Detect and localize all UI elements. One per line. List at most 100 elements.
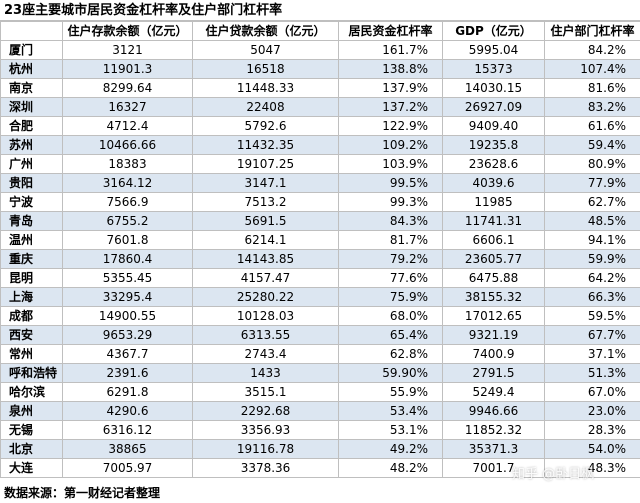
cell-deposit: 7005.97 bbox=[62, 458, 193, 478]
table-row: 深圳 16327 22408 137.2% 26927.09 83.2% bbox=[0, 97, 640, 117]
cell-city: 厦门 bbox=[0, 40, 63, 60]
cell-loan: 5691.5 bbox=[192, 211, 339, 231]
cell-household-leverage: 23.0% bbox=[544, 401, 640, 421]
cell-gdp: 11852.32 bbox=[442, 420, 545, 440]
cell-household-leverage: 77.9% bbox=[544, 173, 640, 193]
table-row: 杭州 11901.3 16518 138.8% 15373 107.4% bbox=[0, 59, 640, 79]
cell-gdp: 23628.6 bbox=[442, 154, 545, 174]
cell-fund-leverage: 103.9% bbox=[338, 154, 443, 174]
cell-household-leverage: 51.3% bbox=[544, 363, 640, 383]
cell-deposit: 16327 bbox=[62, 97, 193, 117]
cell-gdp: 9321.19 bbox=[442, 325, 545, 345]
cell-household-leverage: 59.4% bbox=[544, 135, 640, 155]
cell-city: 成都 bbox=[0, 306, 63, 326]
cell-fund-leverage: 138.8% bbox=[338, 59, 443, 79]
cell-household-leverage: 66.3% bbox=[544, 287, 640, 307]
cell-city: 深圳 bbox=[0, 97, 63, 117]
cell-gdp: 2791.5 bbox=[442, 363, 545, 383]
table-row: 上海 33295.4 25280.22 75.9% 38155.32 66.3% bbox=[0, 287, 640, 307]
cell-loan: 7513.2 bbox=[192, 192, 339, 212]
cell-gdp: 4039.6 bbox=[442, 173, 545, 193]
cell-fund-leverage: 59.90% bbox=[338, 363, 443, 383]
cell-deposit: 8299.64 bbox=[62, 78, 193, 98]
cell-household-leverage: 37.1% bbox=[544, 344, 640, 364]
cell-deposit: 5355.45 bbox=[62, 268, 193, 288]
cell-gdp: 7001.7 bbox=[442, 458, 545, 478]
cell-gdp: 9409.40 bbox=[442, 116, 545, 136]
table-row: 厦门 3121 5047 161.7% 5995.04 84.2% bbox=[0, 40, 640, 60]
cell-city: 北京 bbox=[0, 439, 63, 459]
cell-loan: 11432.35 bbox=[192, 135, 339, 155]
table-row: 南京 8299.64 11448.33 137.9% 14030.15 81.6% bbox=[0, 78, 640, 98]
header-gdp: GDP（亿元） bbox=[442, 21, 545, 41]
cell-household-leverage: 59.5% bbox=[544, 306, 640, 326]
cell-loan: 3378.36 bbox=[192, 458, 339, 478]
header-loan: 住户贷款余额（亿元） bbox=[192, 21, 339, 41]
cell-deposit: 4290.6 bbox=[62, 401, 193, 421]
cell-gdp: 14030.15 bbox=[442, 78, 545, 98]
cell-deposit: 7601.8 bbox=[62, 230, 193, 250]
cell-household-leverage: 28.3% bbox=[544, 420, 640, 440]
cell-loan: 6214.1 bbox=[192, 230, 339, 250]
cell-deposit: 6316.12 bbox=[62, 420, 193, 440]
cell-city: 常州 bbox=[0, 344, 63, 364]
cell-loan: 3356.93 bbox=[192, 420, 339, 440]
cell-city: 贵阳 bbox=[0, 173, 63, 193]
cell-loan: 16518 bbox=[192, 59, 339, 79]
cell-city: 苏州 bbox=[0, 135, 63, 155]
cell-gdp: 5249.4 bbox=[442, 382, 545, 402]
cell-city: 哈尔滨 bbox=[0, 382, 63, 402]
cell-gdp: 26927.09 bbox=[442, 97, 545, 117]
cell-loan: 5792.6 bbox=[192, 116, 339, 136]
table-header-row: 住户存款余额（亿元） 住户贷款余额（亿元） 居民资金杠杆率 GDP（亿元） 住户… bbox=[0, 21, 640, 41]
cell-city: 杭州 bbox=[0, 59, 63, 79]
cell-loan: 22408 bbox=[192, 97, 339, 117]
cell-loan: 6313.55 bbox=[192, 325, 339, 345]
cell-gdp: 19235.8 bbox=[442, 135, 545, 155]
cell-household-leverage: 59.9% bbox=[544, 249, 640, 269]
table-row: 西安 9653.29 6313.55 65.4% 9321.19 67.7% bbox=[0, 325, 640, 345]
cell-city: 重庆 bbox=[0, 249, 63, 269]
cell-loan: 5047 bbox=[192, 40, 339, 60]
cell-household-leverage: 61.6% bbox=[544, 116, 640, 136]
cell-city: 昆明 bbox=[0, 268, 63, 288]
cell-loan: 1433 bbox=[192, 363, 339, 383]
cell-city: 广州 bbox=[0, 154, 63, 174]
cell-loan: 4157.47 bbox=[192, 268, 339, 288]
cell-gdp: 11985 bbox=[442, 192, 545, 212]
cell-deposit: 3164.12 bbox=[62, 173, 193, 193]
cell-fund-leverage: 81.7% bbox=[338, 230, 443, 250]
cell-fund-leverage: 137.9% bbox=[338, 78, 443, 98]
cell-fund-leverage: 48.2% bbox=[338, 458, 443, 478]
cell-household-leverage: 107.4% bbox=[544, 59, 640, 79]
cell-fund-leverage: 77.6% bbox=[338, 268, 443, 288]
cell-household-leverage: 54.0% bbox=[544, 439, 640, 459]
cell-gdp: 5995.04 bbox=[442, 40, 545, 60]
cell-fund-leverage: 84.3% bbox=[338, 211, 443, 231]
cell-fund-leverage: 53.1% bbox=[338, 420, 443, 440]
cell-city: 南京 bbox=[0, 78, 63, 98]
cell-loan: 2743.4 bbox=[192, 344, 339, 364]
cell-deposit: 14900.55 bbox=[62, 306, 193, 326]
cell-deposit: 4712.4 bbox=[62, 116, 193, 136]
cell-loan: 11448.33 bbox=[192, 78, 339, 98]
cell-city: 温州 bbox=[0, 230, 63, 250]
table-row: 昆明 5355.45 4157.47 77.6% 6475.88 64.2% bbox=[0, 268, 640, 288]
table-row: 呼和浩特 2391.6 1433 59.90% 2791.5 51.3% bbox=[0, 363, 640, 383]
cell-deposit: 6755.2 bbox=[62, 211, 193, 231]
cell-deposit: 9653.29 bbox=[62, 325, 193, 345]
watermark-text: 知乎 @卧日枫 bbox=[512, 467, 595, 482]
cell-deposit: 33295.4 bbox=[62, 287, 193, 307]
cell-city: 大连 bbox=[0, 458, 63, 478]
cell-gdp: 17012.65 bbox=[442, 306, 545, 326]
table-row: 无锡 6316.12 3356.93 53.1% 11852.32 28.3% bbox=[0, 420, 640, 440]
cell-fund-leverage: 62.8% bbox=[338, 344, 443, 364]
cell-household-leverage: 62.7% bbox=[544, 192, 640, 212]
cell-loan: 19107.25 bbox=[192, 154, 339, 174]
cell-gdp: 38155.32 bbox=[442, 287, 545, 307]
cell-household-leverage: 80.9% bbox=[544, 154, 640, 174]
cell-deposit: 10466.66 bbox=[62, 135, 193, 155]
cell-gdp: 9946.66 bbox=[442, 401, 545, 421]
cell-deposit: 4367.7 bbox=[62, 344, 193, 364]
